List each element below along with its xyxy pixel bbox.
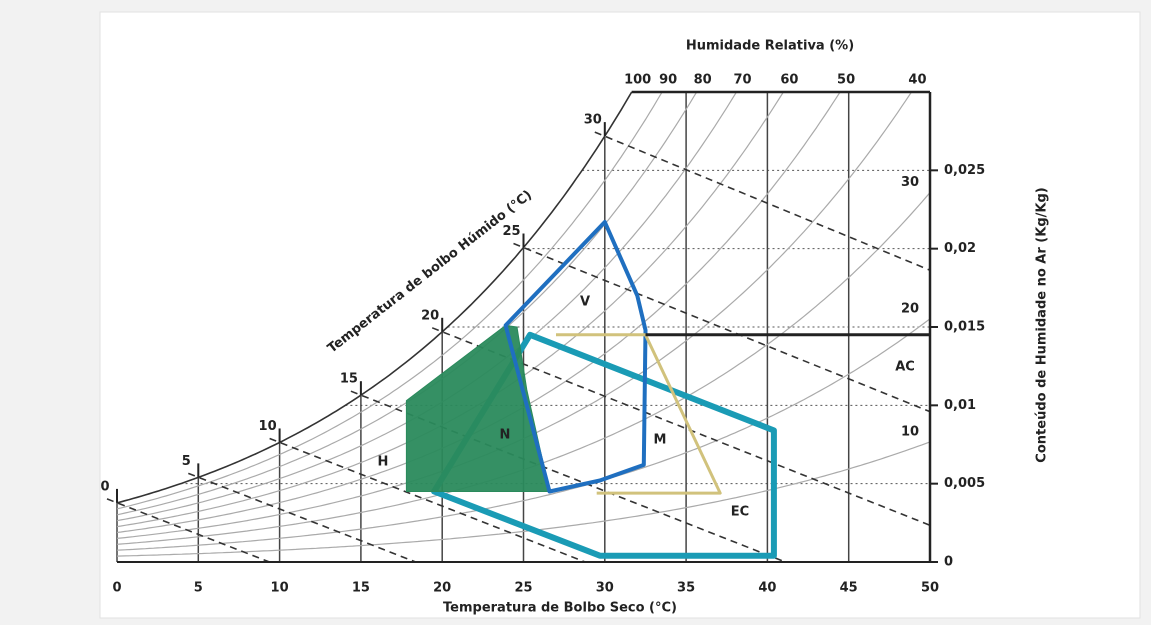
rh-curve	[116, 318, 931, 551]
rh-curve	[116, 441, 931, 557]
rh-label: 20	[901, 301, 919, 316]
rh-label: 30	[901, 175, 919, 190]
rh-label: 80	[694, 73, 712, 88]
rh-label: 100	[624, 73, 651, 88]
wet-bulb-line	[513, 242, 931, 413]
wet-bulb-tick-label: 10	[259, 419, 277, 434]
zone-label: M	[654, 433, 667, 448]
x-tick-label: 5	[194, 581, 203, 596]
zone-label: H	[378, 455, 389, 470]
wet-bulb-tick-label: 15	[340, 372, 358, 387]
rh-label: 90	[659, 73, 677, 88]
wet-bulb-tick-label: 30	[584, 113, 602, 128]
y2-tick-label: 0,025	[944, 163, 985, 178]
zone	[503, 220, 648, 494]
rh-label: 10	[901, 424, 919, 439]
zone	[556, 333, 722, 495]
x-tick-label: 25	[514, 581, 532, 596]
wet-bulb-tick-label: 25	[502, 224, 520, 239]
chart-frame	[99, 11, 1141, 619]
y2-tick-label: 0,015	[944, 320, 985, 335]
x-tick-label: 35	[677, 581, 695, 596]
y2-tick-label: 0,01	[944, 398, 976, 413]
zone-label: V	[580, 295, 590, 310]
y2-tick-label: 0,02	[944, 241, 976, 256]
x-tick-label: 50	[921, 581, 939, 596]
x-axis-label: Temperatura de Bolbo Seco (°C)	[443, 601, 677, 616]
x-tick-label: 10	[271, 581, 289, 596]
wet-bulb-line	[594, 131, 931, 271]
chart-title: Humidade Relativa (%)	[686, 39, 854, 54]
x-tick-label: 20	[433, 581, 451, 596]
y2-tick-label: 0	[944, 555, 953, 570]
x-tick-label: 40	[758, 581, 776, 596]
y2-tick-label: 0,005	[944, 476, 985, 491]
zone-label: AC	[895, 360, 915, 375]
rh-label: 40	[908, 73, 926, 88]
rh-curve	[116, 91, 633, 504]
wet-bulb-tick-label: 5	[182, 454, 191, 469]
zone-label: N	[500, 428, 511, 443]
wet-bulb-line	[269, 437, 586, 563]
x-tick-label: 15	[352, 581, 370, 596]
rh-label: 50	[837, 73, 855, 88]
wet-bulb-line	[106, 498, 270, 563]
wet-bulb-line	[188, 472, 416, 563]
x-tick-label: 30	[596, 581, 614, 596]
wet-bulb-tick-label: 20	[421, 308, 439, 323]
rh-curve	[116, 91, 663, 510]
zone-label: EC	[731, 505, 749, 520]
x-tick-label: 0	[112, 581, 121, 596]
rh-label: 70	[733, 73, 751, 88]
x-tick-label: 45	[840, 581, 858, 596]
y2-axis-label: Conteúdo de Humidade no Ar (Kg/Kg)	[1035, 187, 1050, 462]
wet-bulb-tick-label: 0	[100, 479, 109, 494]
rh-label: 60	[780, 73, 798, 88]
